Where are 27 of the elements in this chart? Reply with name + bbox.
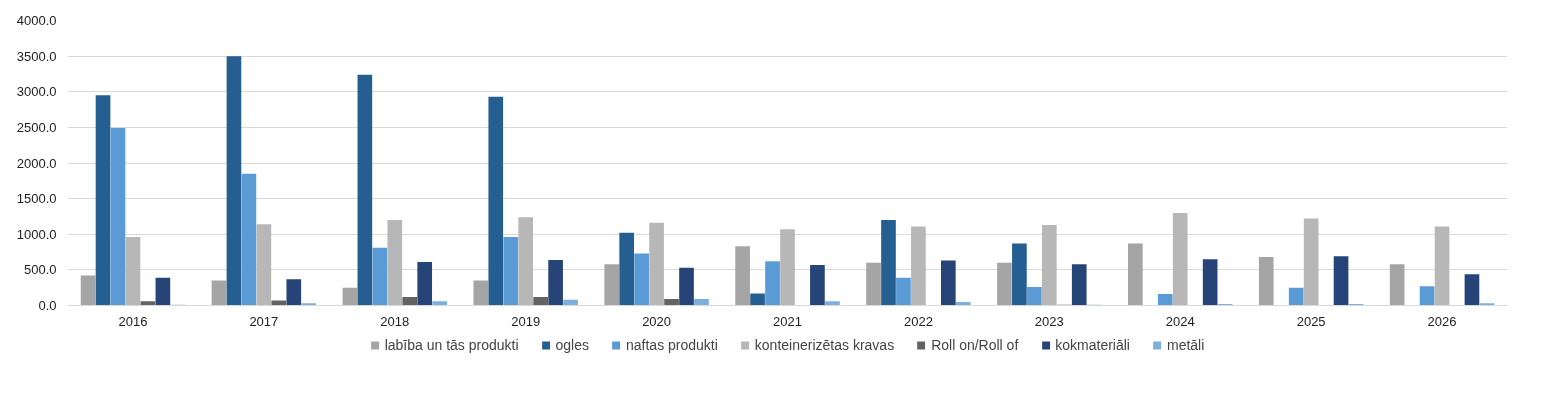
y-tick-label: 3500.0 xyxy=(16,48,57,64)
y-tick-label: 500.0 xyxy=(23,262,57,278)
x-tick-label: 2021 xyxy=(773,313,802,329)
x-tick-label: 2016 xyxy=(118,313,148,329)
y-tick-label: 4000.0 xyxy=(16,13,57,28)
legend-label: ogles xyxy=(555,337,589,353)
x-tick-label: 2026 xyxy=(1427,313,1457,329)
legend-label: naftas produkti xyxy=(625,337,718,353)
legend-label: metāli xyxy=(1166,337,1205,353)
y-tick-label: 0.0 xyxy=(38,298,57,313)
legend-label: kokmateriāli xyxy=(1055,337,1130,353)
x-tick-label: 2020 xyxy=(642,313,672,329)
x-tick-label: 2022 xyxy=(903,313,933,329)
y-tick-label: 3000.0 xyxy=(16,84,57,100)
legend-label: Roll on/Roll of xyxy=(931,337,1019,353)
x-tick-label: 2023 xyxy=(1034,313,1064,329)
x-tick-label: 2018 xyxy=(380,313,410,329)
x-tick-label: 2024 xyxy=(1165,313,1195,329)
y-tick-label: 1500.0 xyxy=(16,191,57,207)
x-tick-label: 2025 xyxy=(1296,313,1326,329)
y-tick-label: 2500.0 xyxy=(16,119,57,135)
y-tick-label: 2000.0 xyxy=(16,155,57,171)
y-tick-label: 1000.0 xyxy=(16,226,57,242)
x-tick-label: 2017 xyxy=(249,313,279,329)
legend-label: labība un tās produkti xyxy=(384,337,519,353)
x-tick-label: 2019 xyxy=(511,313,541,329)
legend-label: konteinerizētas kravas xyxy=(754,337,895,353)
